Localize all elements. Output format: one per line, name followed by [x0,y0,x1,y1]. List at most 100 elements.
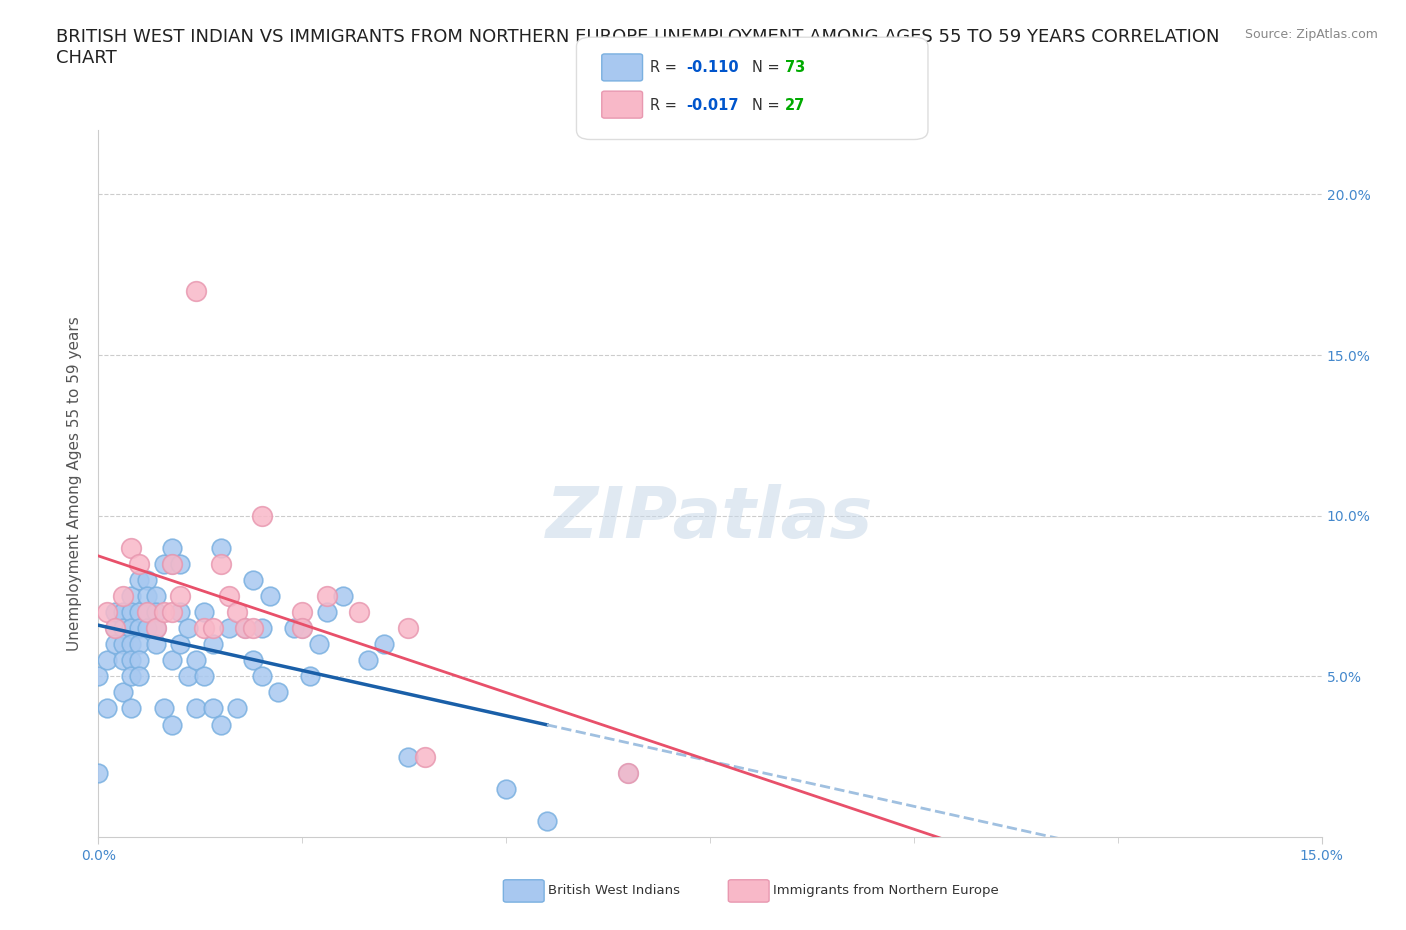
Point [111,637,134,652]
Point [160,717,183,732]
Point [315,589,337,604]
Point [145,620,167,635]
Point [250,669,273,684]
Point [193,669,215,684]
Text: R =: R = [650,60,681,75]
Point [111,653,134,668]
Point [201,637,224,652]
Point [96,604,118,619]
Text: 27: 27 [785,98,804,113]
Point [186,653,208,668]
Point [128,653,150,668]
Point [87,765,110,780]
Point [160,556,183,571]
Point [177,620,200,635]
Point [308,637,330,652]
Point [120,653,142,668]
Point [226,701,249,716]
Point [128,604,150,619]
Point [120,669,142,684]
Point [233,620,256,635]
Point [120,604,142,619]
Point [96,701,118,716]
Point [104,620,127,635]
Point [209,717,232,732]
Point [136,573,159,588]
Point [186,701,208,716]
Point [136,620,159,635]
Point [169,556,191,571]
Point [128,637,150,652]
Point [128,556,150,571]
Point [145,620,167,635]
Point [145,637,167,652]
Point [617,765,640,780]
Point [218,589,240,604]
Point [104,620,127,635]
Text: Immigrants from Northern Europe: Immigrants from Northern Europe [773,884,1000,897]
Point [373,637,395,652]
Text: 73: 73 [785,60,804,75]
Point [120,540,142,555]
Point [201,620,224,635]
Point [120,637,142,652]
Text: British West Indians: British West Indians [548,884,681,897]
Text: N =: N = [752,60,785,75]
Point [349,604,371,619]
Point [356,653,378,668]
Y-axis label: Unemployment Among Ages 55 to 59 years: Unemployment Among Ages 55 to 59 years [67,316,83,651]
Point [332,589,354,604]
Point [152,701,174,716]
Point [160,604,183,619]
Point [160,653,183,668]
Point [259,589,281,604]
Point [242,653,264,668]
Point [111,620,134,635]
Text: R =: R = [650,98,681,113]
Text: BRITISH WEST INDIAN VS IMMIGRANTS FROM NORTHERN EUROPE UNEMPLOYMENT AMONG AGES 5: BRITISH WEST INDIAN VS IMMIGRANTS FROM N… [56,28,1220,67]
Point [291,604,314,619]
Point [242,620,264,635]
Point [120,620,142,635]
Point [396,620,419,635]
Point [145,604,167,619]
Point [299,669,322,684]
Point [120,701,142,716]
Point [96,653,118,668]
Point [128,620,150,635]
Point [111,604,134,619]
Point [209,540,232,555]
Point [267,685,290,700]
Point [193,604,215,619]
Point [136,589,159,604]
Point [169,589,191,604]
Point [145,589,167,604]
Point [111,589,134,604]
Point [152,604,174,619]
Point [250,509,273,524]
Point [169,637,191,652]
Point [104,637,127,652]
Point [152,556,174,571]
Point [128,669,150,684]
Point [160,540,183,555]
Point [250,620,273,635]
Point [136,604,159,619]
Text: ZIPatlas: ZIPatlas [547,485,873,553]
Point [201,701,224,716]
Point [193,620,215,635]
Point [617,765,640,780]
Text: -0.017: -0.017 [686,98,738,113]
Point [136,604,159,619]
Point [283,620,305,635]
Point [315,604,337,619]
Point [291,620,314,635]
Point [104,604,127,619]
Point [209,556,232,571]
Point [120,589,142,604]
Point [218,620,240,635]
Text: Source: ZipAtlas.com: Source: ZipAtlas.com [1244,28,1378,41]
Point [226,604,249,619]
Text: N =: N = [752,98,785,113]
Point [169,604,191,619]
